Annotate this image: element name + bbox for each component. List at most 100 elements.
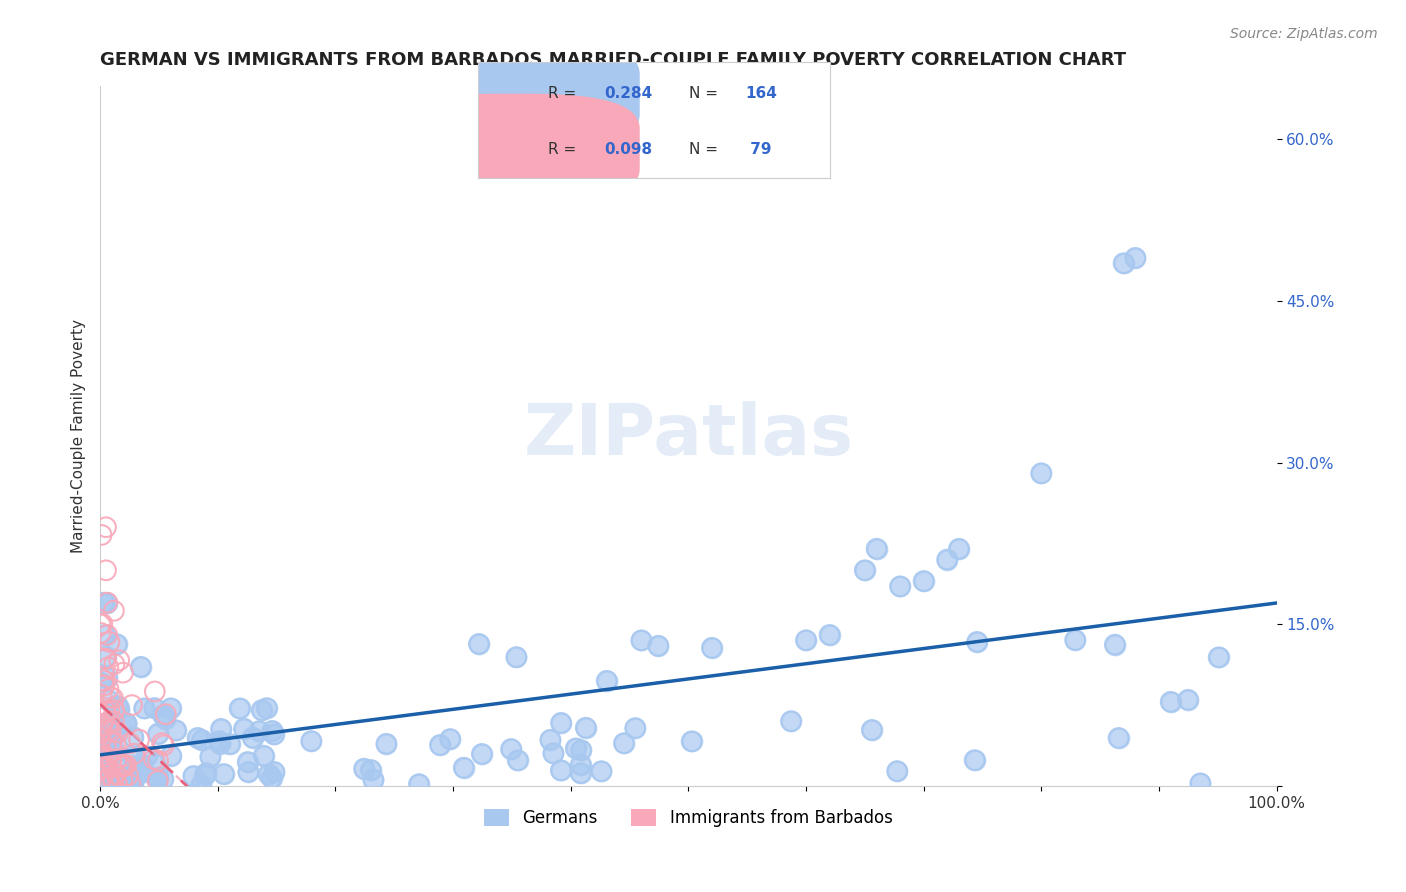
- Germans: [912, 574, 935, 588]
- Immigrants from Barbados: [122, 747, 145, 761]
- Immigrants from Barbados: [108, 653, 131, 667]
- Germans: [124, 770, 146, 784]
- Point: [97, 749, 120, 764]
- Point: [236, 755, 259, 769]
- Point: [90, 740, 112, 755]
- Point: [94, 777, 117, 791]
- Point: [96, 596, 118, 610]
- Germans: [889, 579, 911, 593]
- Point: [860, 723, 883, 737]
- Point: [429, 738, 451, 752]
- Immigrants from Barbados: [128, 732, 150, 747]
- Immigrants from Barbados: [94, 652, 117, 666]
- Germans: [96, 596, 118, 610]
- Germans: [700, 640, 723, 655]
- Point: [1112, 256, 1135, 270]
- Point: [107, 699, 129, 714]
- Point: [963, 753, 986, 767]
- Immigrants from Barbados: [111, 772, 134, 787]
- Point: [115, 716, 138, 731]
- Germans: [121, 764, 143, 778]
- Immigrants from Barbados: [115, 758, 138, 772]
- Point: [159, 701, 181, 715]
- Point: [613, 736, 636, 750]
- Germans: [565, 741, 588, 756]
- Point: [155, 712, 177, 726]
- Point: [93, 757, 115, 772]
- Germans: [112, 778, 135, 792]
- Point: [134, 701, 156, 715]
- Point: [575, 721, 598, 735]
- Point: [936, 552, 959, 566]
- Text: GERMAN VS IMMIGRANTS FROM BARBADOS MARRIED-COUPLE FAMILY POVERTY CORRELATION CHA: GERMAN VS IMMIGRANTS FROM BARBADOS MARRI…: [100, 51, 1126, 69]
- Germans: [818, 628, 841, 642]
- Germans: [114, 770, 136, 784]
- Germans: [121, 776, 143, 790]
- Legend: Germans, Immigrants from Barbados: Germans, Immigrants from Barbados: [478, 802, 898, 833]
- Point: [105, 637, 128, 651]
- Point: [160, 748, 183, 763]
- Point: [94, 649, 117, 664]
- Germans: [115, 717, 138, 731]
- Immigrants from Barbados: [93, 678, 115, 692]
- Point: [98, 714, 121, 728]
- Point: [506, 753, 529, 767]
- Germans: [122, 730, 145, 744]
- Point: [1108, 731, 1130, 745]
- Point: [948, 541, 970, 556]
- Immigrants from Barbados: [94, 704, 117, 718]
- Point: [145, 772, 167, 786]
- Germans: [262, 723, 284, 738]
- Germans: [363, 772, 385, 787]
- Immigrants from Barbados: [107, 725, 129, 739]
- Point: [122, 759, 145, 773]
- Point: [187, 731, 209, 745]
- Point: [129, 660, 152, 674]
- Germans: [647, 639, 669, 653]
- Germans: [1177, 693, 1199, 707]
- Germans: [681, 734, 703, 748]
- Immigrants from Barbados: [153, 738, 176, 752]
- Point: [114, 770, 136, 784]
- Point: [209, 722, 232, 736]
- Germans: [780, 714, 803, 729]
- Germans: [260, 771, 283, 785]
- Immigrants from Barbados: [114, 758, 136, 772]
- Immigrants from Barbados: [150, 736, 173, 750]
- Germans: [569, 757, 592, 772]
- Germans: [596, 673, 619, 688]
- Point: [247, 724, 270, 739]
- Immigrants from Barbados: [117, 768, 139, 782]
- Point: [112, 778, 135, 792]
- Point: [253, 748, 276, 763]
- Germans: [471, 747, 494, 761]
- Text: 79: 79: [745, 142, 772, 157]
- Germans: [253, 748, 276, 763]
- Immigrants from Barbados: [96, 596, 118, 610]
- Germans: [90, 676, 112, 690]
- Immigrants from Barbados: [101, 736, 124, 750]
- Point: [143, 756, 166, 771]
- Text: R =: R =: [548, 87, 582, 102]
- Germans: [218, 737, 240, 751]
- Germans: [1160, 695, 1182, 709]
- Point: [105, 746, 128, 760]
- Point: [131, 758, 153, 772]
- Point: [700, 640, 723, 655]
- Germans: [91, 738, 114, 752]
- Point: [263, 727, 285, 741]
- Immigrants from Barbados: [94, 652, 117, 666]
- Immigrants from Barbados: [105, 752, 128, 766]
- Immigrants from Barbados: [100, 752, 122, 766]
- Germans: [122, 759, 145, 773]
- Point: [115, 717, 138, 731]
- Immigrants from Barbados: [90, 626, 112, 640]
- Point: [121, 776, 143, 790]
- Germans: [538, 732, 561, 747]
- Germans: [94, 628, 117, 642]
- Germans: [152, 772, 174, 786]
- FancyBboxPatch shape: [387, 39, 640, 149]
- Germans: [575, 721, 598, 735]
- Immigrants from Barbados: [143, 752, 166, 766]
- Immigrants from Barbados: [89, 617, 111, 632]
